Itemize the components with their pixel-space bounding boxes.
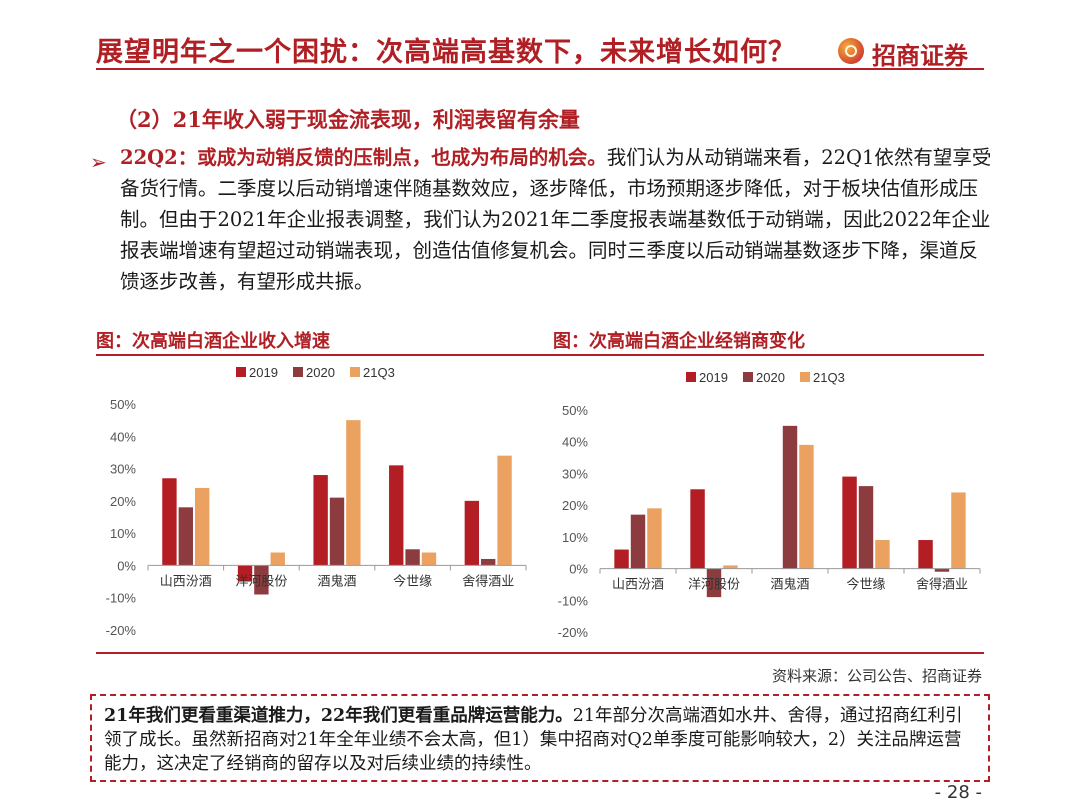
summary-body: 21年部分次高端酒如水井、舍得，通过招商红利引领了成长。虽然新招商对21年全年业… [104, 706, 963, 774]
page-title: 展望明年之一个困扰：次高端高基数下，未来增长如何？ [96, 37, 796, 68]
category-label: 酒鬼酒 [770, 577, 809, 593]
category-label: 洋河股份 [235, 574, 287, 589]
bar-2019-今世缘 [389, 465, 404, 566]
bar-2020-酒鬼酒 [782, 425, 798, 569]
header-divider [96, 68, 984, 70]
bar-21Q3-舍得酒业 [951, 492, 966, 569]
legend-label-2019: 2019 [249, 365, 278, 380]
paragraph-body: 我们认为从动销端来看，22Q1依然有望享受备货行情。二季度以后动销增速伴随基数效… [120, 146, 992, 293]
y-tick-label: 0% [117, 558, 136, 573]
bar-2020-今世缘 [405, 549, 420, 566]
legend-label-21Q3: 21Q3 [363, 365, 395, 380]
y-tick-label: 50% [110, 397, 136, 412]
summary-lead: 21年我们更看重渠道推力，22年我们更看重品牌运营能力。 [104, 706, 573, 726]
bar-2019-山西汾酒 [614, 549, 629, 569]
figure-bottom-divider [96, 652, 984, 654]
bar-2020-今世缘 [858, 486, 874, 569]
y-tick-label: 40% [562, 435, 588, 450]
legend-swatch-21Q3 [800, 372, 810, 382]
left-figure-title: 图：次高端白酒企业收入增速 [96, 331, 330, 352]
y-tick-label: 20% [110, 494, 136, 509]
y-tick-label: -10% [106, 591, 137, 606]
y-tick-label: 0% [569, 562, 588, 577]
bar-21Q3-今世缘 [421, 552, 437, 566]
bar-2020-舍得酒业 [481, 558, 496, 566]
summary-box: 21年我们更看重渠道推力，22年我们更看重品牌运营能力。21年部分次高端酒如水井… [90, 694, 990, 782]
bar-21Q3-洋河股份 [270, 552, 285, 566]
category-label: 山西汾酒 [160, 574, 212, 589]
category-label: 舍得酒业 [916, 577, 968, 593]
bullet-arrow-icon: ➢ [90, 150, 107, 174]
y-tick-label: 40% [110, 429, 136, 444]
y-tick-label: 30% [562, 466, 588, 481]
legend-swatch-2019 [236, 367, 246, 377]
category-label: 酒鬼酒 [317, 573, 356, 589]
bar-21Q3-酒鬼酒 [799, 444, 814, 569]
y-tick-label: -20% [106, 623, 137, 638]
legend-label-2020: 2020 [306, 365, 335, 380]
company-logo: 招商证券 [838, 36, 988, 70]
bar-2019-洋河股份 [237, 565, 253, 582]
y-tick-label: 10% [562, 530, 588, 545]
logo-text: 招商证券 [872, 41, 968, 70]
bar-21Q3-山西汾酒 [647, 508, 662, 569]
legend-swatch-21Q3 [350, 367, 360, 377]
legend-swatch-2019 [686, 372, 696, 382]
bar-2019-今世缘 [842, 476, 857, 569]
revenue-growth-chart: 50% 40% 30% 20% 10% 0% -10% -20% 山西汾酒 洋河股份 酒鬼酒 今世缘 舍… [106, 365, 527, 638]
category-label: 今世缘 [846, 577, 885, 593]
category-label: 舍得酒业 [462, 573, 514, 589]
legend-label-2019: 2019 [699, 370, 728, 385]
legend-label-2020: 2020 [756, 370, 785, 385]
bar-2020-酒鬼酒 [329, 497, 345, 566]
y-tick-label: 50% [562, 403, 588, 418]
legend-label-21Q3: 21Q3 [813, 370, 845, 385]
body-paragraph: 22Q2：或成为动销反馈的压制点，也成为布局的机会。我们认为从动销端来看，22Q… [120, 142, 992, 297]
right-figure-title: 图：次高端白酒企业经销商变化 [553, 331, 805, 352]
paragraph-lead: 22Q2：或成为动销反馈的压制点，也成为布局的机会。 [120, 146, 607, 169]
bar-2019-酒鬼酒 [313, 475, 328, 566]
distributor-change-chart: 50% 40% 30% 20% 10% 0% -10% -20% 山西汾酒 洋河股份 酒鬼酒 今世缘 舍… [558, 370, 981, 640]
source-note: 资料来源：公司公告、招商证券 [771, 667, 982, 685]
bar-2020-舍得酒业 [934, 568, 950, 572]
bar-2020-山西汾酒 [178, 507, 193, 566]
legend-swatch-2020 [293, 367, 303, 377]
bar-2019-舍得酒业 [918, 540, 933, 569]
category-label: 今世缘 [393, 573, 432, 589]
y-tick-label: 20% [562, 498, 588, 513]
bar-21Q3-山西汾酒 [194, 487, 210, 566]
bar-21Q3-今世缘 [875, 540, 890, 569]
logo-emblem-icon [838, 38, 864, 64]
y-tick-label: 30% [110, 462, 136, 477]
figure-top-divider [96, 354, 984, 356]
bar-21Q3-洋河股份 [723, 565, 738, 569]
legend-swatch-2020 [743, 372, 753, 382]
category-label: 山西汾酒 [612, 578, 664, 593]
bar-21Q3-酒鬼酒 [346, 420, 361, 566]
section-subheading: （2）21年收入弱于现金流表现，利润表留有余量 [116, 107, 580, 132]
category-label: 洋河股份 [688, 578, 740, 593]
bar-2020-山西汾酒 [630, 514, 646, 569]
y-tick-label: -20% [558, 625, 589, 640]
bar-2019-舍得酒业 [464, 500, 480, 566]
bar-2020-洋河股份 [254, 565, 269, 595]
y-tick-label: -10% [558, 593, 589, 608]
bar-2020-洋河股份 [706, 568, 722, 598]
bar-2019-洋河股份 [690, 489, 705, 569]
bar-2019-山西汾酒 [162, 478, 177, 566]
page-number: - 28 - [934, 782, 982, 803]
y-tick-label: 10% [110, 526, 136, 541]
bar-21Q3-舍得酒业 [497, 455, 512, 566]
